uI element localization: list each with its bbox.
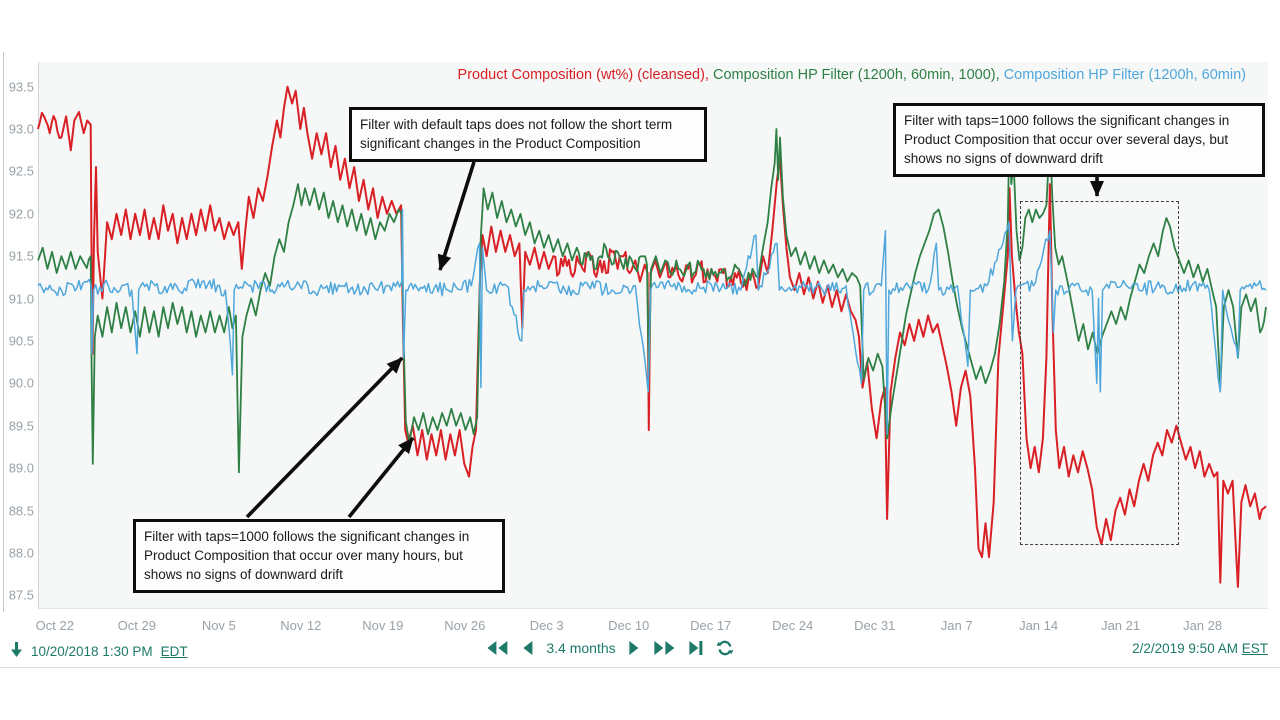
x-axis-tick: Nov 5 (201, 618, 236, 633)
y-axis-tick: 93.5 (8, 79, 34, 95)
legend-item-0[interactable]: Product Composition (wt%) (cleansed), (457, 67, 713, 83)
x-axis-tick: Dec 10 (608, 618, 650, 633)
x-axis-tick: Dec 17 (690, 618, 732, 633)
y-axis-tick: 91.0 (8, 291, 34, 306)
y-axis-tick: 93.0 (8, 121, 34, 137)
fast-forward-icon (654, 641, 675, 655)
annotation-several-days-text: Filter with taps=1000 follows the signif… (904, 113, 1230, 167)
x-axis-tick: Jan 21 (1101, 618, 1141, 633)
range-navigation: 3.4 months (486, 640, 734, 656)
y-axis-tick: 88.5 (8, 503, 34, 518)
range-start-timezone[interactable]: EDT (160, 643, 188, 659)
refresh-icon (716, 640, 734, 656)
range-end[interactable]: 2/2/2019 9:50 AM EST (1132, 641, 1268, 656)
fast-forward-button[interactable] (654, 640, 676, 656)
range-start[interactable]: 10/20/2018 1:30 PM EDT (10, 641, 188, 661)
y-axis-tick: 92.0 (8, 206, 34, 222)
annotation-several-days: Filter with taps=1000 follows the signif… (893, 103, 1265, 178)
y-axis-tick: 88.0 (8, 545, 34, 561)
skip-to-end-button[interactable] (689, 640, 704, 656)
step-forward-button[interactable] (629, 640, 641, 656)
toolbar-separator (0, 667, 1280, 668)
x-axis-tick: Nov 12 (280, 618, 322, 633)
chart-legend: Product Composition (wt%) (cleansed), Co… (458, 67, 1246, 83)
time-range-toolbar: 10/20/2018 1:30 PM EDT 3.4 months (0, 638, 1280, 666)
x-axis-tick: Dec 31 (854, 618, 896, 633)
annotation-default-taps-text: Filter with default taps does not follow… (360, 117, 673, 152)
annotation-many-hours: Filter with taps=1000 follows the signif… (133, 519, 505, 594)
highlight-dashed-box (1020, 201, 1179, 545)
refresh-button[interactable] (716, 640, 734, 656)
annotation-many-hours-text: Filter with taps=1000 follows the signif… (144, 529, 470, 583)
y-axis-tick: 90.5 (8, 333, 34, 349)
y-axis-tick: 91.5 (8, 248, 34, 264)
y-axis-tick: 90.0 (8, 375, 34, 391)
x-axis-tick: Jan 7 (940, 618, 973, 633)
investigate-down-arrow-icon (10, 641, 23, 661)
annotation-default-taps: Filter with default taps does not follow… (349, 107, 707, 163)
legend-item-1[interactable]: Composition HP Filter (1200h, 60min, 100… (713, 67, 1004, 83)
x-axis-tick: Jan 28 (1183, 618, 1223, 633)
x-axis-tick: Nov 26 (444, 618, 486, 633)
x-axis-tick: Oct 22 (35, 618, 74, 633)
y-axis-tick: 89.5 (8, 418, 34, 434)
fast-backward-button[interactable] (486, 640, 508, 656)
y-axis-tick: 87.5 (8, 587, 34, 603)
x-axis-tick: Dec 3 (529, 618, 564, 633)
x-axis-tick: Nov 19 (362, 618, 404, 633)
x-axis-tick: Dec 24 (772, 618, 814, 633)
step-backward-icon (523, 641, 533, 655)
skip-to-end-icon (689, 641, 703, 655)
y-axis-line (3, 52, 4, 612)
step-forward-icon (629, 641, 639, 655)
x-axis-tick: Jan 14 (1019, 618, 1059, 633)
range-duration-label[interactable]: 3.4 months (546, 640, 616, 656)
x-axis-tick: Oct 29 (117, 618, 156, 633)
fast-backward-icon (487, 641, 508, 655)
legend-item-2[interactable]: Composition HP Filter (1200h, 60min) (1003, 67, 1246, 83)
range-end-timezone[interactable]: EST (1241, 641, 1268, 656)
step-backward-button[interactable] (521, 640, 533, 656)
y-axis-tick: 89.0 (8, 460, 34, 476)
y-axis-tick: 92.5 (8, 163, 34, 179)
range-start-datetime[interactable]: 10/20/2018 1:30 PM (31, 643, 153, 659)
range-end-datetime[interactable]: 2/2/2019 9:50 AM (1132, 641, 1238, 656)
